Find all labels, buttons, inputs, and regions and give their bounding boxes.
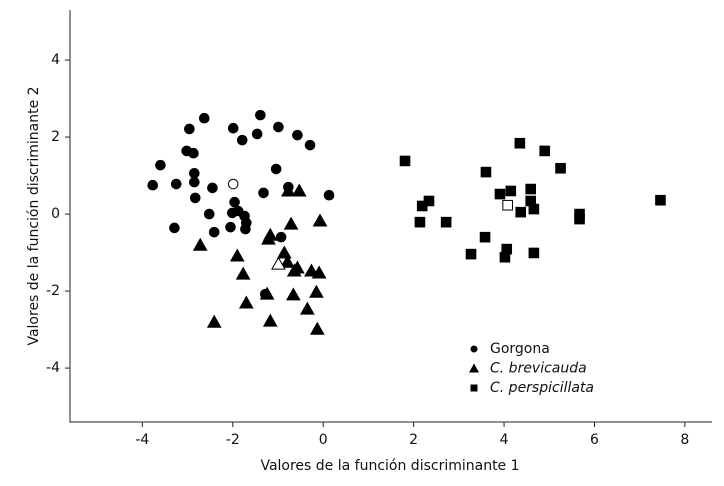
- x-tick-label: 8: [680, 432, 689, 448]
- centroid: [271, 256, 286, 270]
- point: [304, 263, 319, 277]
- axes: [69, 10, 712, 423]
- point: [192, 237, 208, 251]
- point: [440, 216, 452, 228]
- point: [207, 182, 218, 194]
- y-tick-label: -2: [46, 283, 60, 299]
- point: [229, 196, 240, 208]
- point: [304, 139, 316, 151]
- point: [147, 179, 159, 191]
- point: [514, 137, 526, 149]
- legend-marker: [470, 345, 478, 353]
- point: [309, 321, 325, 335]
- point: [229, 248, 245, 262]
- point: [258, 187, 269, 199]
- point: [300, 301, 315, 315]
- point: [399, 155, 411, 167]
- point: [539, 145, 551, 157]
- point: [494, 188, 506, 200]
- point: [423, 195, 435, 207]
- point: [414, 216, 426, 228]
- point: [227, 122, 239, 134]
- point: [251, 128, 263, 140]
- point: [465, 248, 477, 260]
- point: [281, 183, 296, 197]
- x-tick-label: -4: [135, 432, 149, 448]
- y-tick-label: 0: [51, 206, 60, 222]
- point: [479, 231, 491, 243]
- point: [655, 194, 666, 206]
- point: [189, 192, 201, 204]
- point: [505, 185, 517, 197]
- point: [259, 286, 275, 300]
- point: [499, 251, 511, 263]
- point: [276, 245, 292, 259]
- point: [525, 183, 537, 195]
- point: [309, 284, 324, 298]
- point: [240, 223, 251, 235]
- x-tick-label: -2: [226, 432, 240, 448]
- point: [225, 221, 236, 233]
- point: [480, 166, 492, 178]
- point: [273, 121, 284, 133]
- point: [555, 162, 566, 174]
- point: [238, 295, 254, 309]
- point: [280, 254, 295, 268]
- point: [236, 134, 248, 146]
- point: [155, 159, 166, 171]
- point: [198, 112, 210, 124]
- x-tick-label: 2: [409, 432, 418, 448]
- centroid: [227, 178, 239, 190]
- point: [206, 314, 222, 328]
- point: [203, 208, 215, 220]
- point: [208, 226, 220, 238]
- point: [528, 203, 540, 215]
- point: [255, 109, 266, 121]
- legend-label: Gorgona: [490, 341, 550, 357]
- point: [262, 227, 278, 241]
- legend-label: C. brevicauda: [490, 361, 587, 377]
- point: [286, 263, 302, 277]
- y-axis-label: Valores de la función discriminante 2: [26, 86, 42, 345]
- x-tick-label: 4: [500, 432, 509, 448]
- x-tick-label: 0: [319, 432, 328, 448]
- point: [270, 163, 282, 175]
- point: [323, 189, 335, 201]
- point: [170, 178, 182, 190]
- point: [169, 222, 180, 234]
- x-tick-label: 6: [590, 432, 599, 448]
- point: [292, 129, 303, 141]
- x-axis-label: Valores de la función discriminante 1: [260, 458, 519, 474]
- point: [262, 313, 278, 327]
- point: [285, 287, 301, 301]
- point: [528, 247, 540, 259]
- y-tick-label: 2: [51, 129, 60, 145]
- point: [311, 265, 327, 279]
- point: [515, 206, 527, 218]
- centroid: [502, 199, 513, 211]
- legend-marker: [469, 363, 479, 373]
- y-tick-label: 4: [51, 52, 60, 68]
- point: [283, 216, 299, 230]
- point: [189, 176, 200, 188]
- point: [574, 213, 585, 225]
- legend-marker: [470, 384, 478, 392]
- point: [235, 266, 251, 280]
- point: [189, 167, 200, 179]
- point: [188, 147, 199, 159]
- legend-label: C. perspicillata: [490, 380, 594, 396]
- point: [184, 123, 195, 135]
- y-tick-label: -4: [46, 360, 60, 376]
- point: [291, 183, 307, 197]
- point: [275, 231, 287, 243]
- point: [312, 213, 328, 227]
